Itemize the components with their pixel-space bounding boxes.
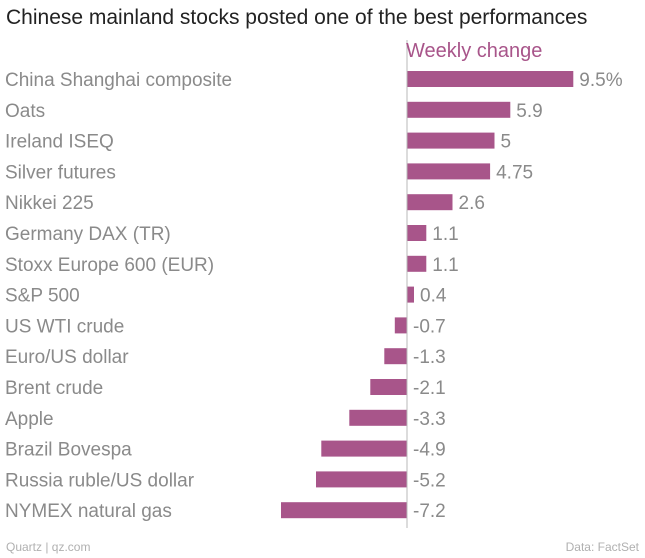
value-label: 1.1 (432, 224, 458, 245)
source-credit: Quartz | qz.com (6, 540, 91, 554)
series-label: Weekly change (406, 40, 542, 62)
bar (407, 255, 427, 272)
category-label: Nikkei 225 (5, 193, 94, 214)
value-label: 1.1 (432, 255, 458, 276)
bar (370, 379, 408, 395)
category-label: Euro/US dollar (5, 347, 129, 368)
category-label: Russia ruble/US dollar (5, 470, 195, 491)
bar (407, 101, 511, 118)
category-label: China Shanghai composite (5, 70, 232, 91)
bar (321, 440, 408, 457)
bar (394, 317, 408, 334)
category-label: Brent crude (5, 378, 103, 399)
category-label: Apple (5, 409, 54, 430)
bar (407, 286, 414, 303)
value-label: 9.5% (579, 70, 622, 91)
bar (316, 471, 407, 488)
category-label: NYMEX natural gas (5, 501, 172, 522)
category-label: Ireland ISEQ (5, 132, 114, 153)
value-label: -7.2 (413, 501, 446, 522)
value-label: 5.9 (516, 101, 542, 122)
value-label: 0.4 (420, 286, 447, 307)
bar (281, 502, 407, 519)
category-label: Oats (5, 101, 45, 122)
bar (384, 348, 408, 365)
bar (407, 71, 574, 87)
chart-title: Chinese mainland stocks posted one of th… (6, 6, 588, 29)
value-label: -5.2 (413, 470, 446, 491)
value-label: 5 (501, 132, 512, 153)
bar (407, 225, 427, 241)
bar (349, 409, 408, 426)
value-label: -2.1 (413, 378, 446, 399)
bar (407, 194, 453, 211)
category-label: S&P 500 (5, 286, 80, 307)
labels-layer: China Shanghai composite 9.5% Oats 5.9 Irela… (5, 70, 623, 522)
bars-layer (281, 71, 574, 519)
category-label: Brazil Bovespa (5, 440, 132, 461)
value-label: 4.75 (496, 162, 533, 183)
value-label: -0.7 (413, 316, 446, 337)
category-label: US WTI crude (5, 316, 124, 337)
category-label: Germany DAX (TR) (5, 224, 171, 245)
bar (407, 132, 495, 149)
category-label: Silver futures (5, 162, 116, 183)
value-label: 2.6 (459, 193, 485, 214)
data-source: Data: FactSet (565, 540, 639, 554)
value-label: -4.9 (413, 440, 446, 461)
value-label: -1.3 (413, 347, 446, 368)
category-label: Stoxx Europe 600 (EUR) (5, 255, 214, 276)
value-label: -3.3 (413, 409, 446, 430)
bar (407, 163, 491, 180)
